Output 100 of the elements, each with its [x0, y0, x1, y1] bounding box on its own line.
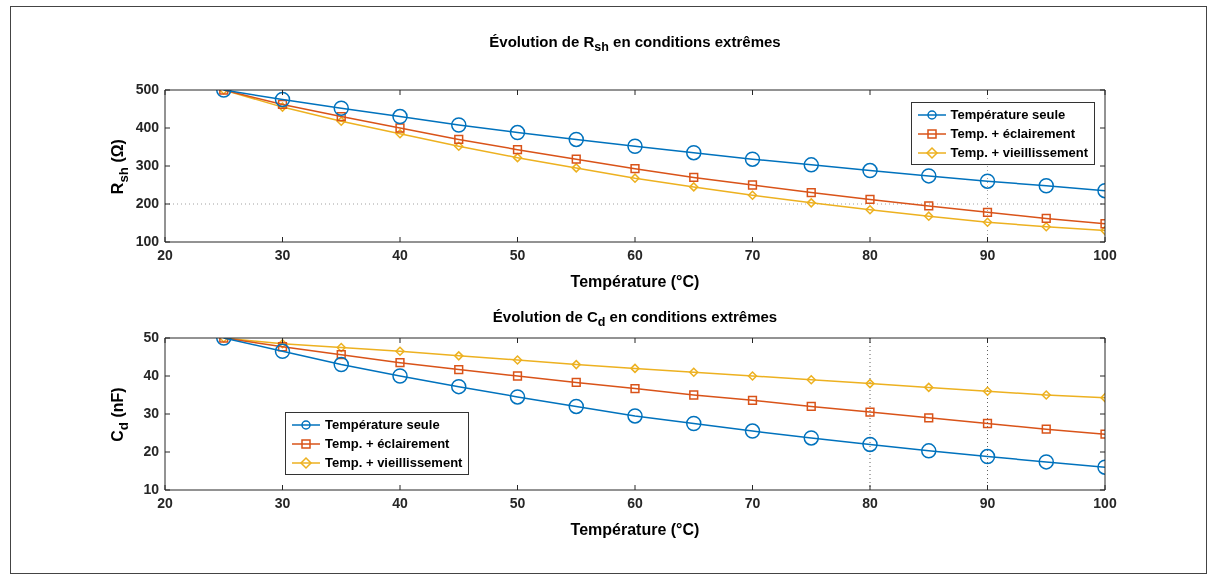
point [924, 201, 934, 211]
y-tick-label: 100 [135, 232, 160, 249]
point [803, 430, 819, 446]
point [689, 390, 699, 400]
point [627, 408, 643, 424]
point [336, 350, 346, 360]
point [509, 124, 526, 141]
point [509, 389, 526, 405]
point [924, 211, 934, 221]
x-tick-label: 50 [509, 247, 526, 264]
point [803, 157, 819, 173]
point [921, 443, 937, 459]
point [744, 423, 761, 439]
point [862, 162, 878, 179]
point [1041, 424, 1051, 434]
point [982, 217, 993, 227]
legend-label: Température seule [950, 107, 1066, 122]
point [686, 144, 702, 161]
point [689, 367, 699, 377]
x-tick-label: 80 [862, 495, 878, 512]
point [1038, 454, 1054, 470]
point [689, 172, 699, 183]
point [451, 378, 467, 395]
point [274, 91, 291, 108]
legend-label: Temp. + vieillissement [325, 455, 463, 470]
point [395, 128, 405, 139]
point [1041, 213, 1051, 224]
legend-label: Temp. + éclairement [950, 126, 1075, 141]
point [806, 187, 816, 198]
x-tick-label: 60 [627, 495, 643, 512]
x-axis-title: Température (°C) [569, 521, 701, 539]
point [689, 182, 699, 192]
x-tick-label: 50 [509, 495, 526, 512]
point [454, 351, 464, 361]
point [392, 368, 408, 384]
point [571, 359, 581, 370]
point [454, 141, 464, 151]
legend-label: Temp. + éclairement [325, 436, 450, 451]
point [865, 194, 875, 205]
legend-label: Température seule [325, 417, 440, 432]
x-tick-label: 30 [274, 495, 291, 512]
point [747, 190, 758, 201]
point [982, 207, 993, 217]
point [806, 375, 816, 385]
y-tick-label: 40 [143, 366, 160, 383]
point [395, 358, 405, 368]
x-tick-label: 100 [1093, 247, 1117, 264]
y-tick-label: 300 [135, 156, 160, 173]
x-tick-label: 100 [1093, 495, 1117, 512]
point [630, 173, 640, 183]
y-tick-label: 10 [143, 480, 160, 497]
point [747, 395, 758, 405]
y-tick-label: 50 [143, 328, 160, 345]
point [982, 386, 993, 396]
point [865, 378, 875, 389]
x-tick-label: 60 [627, 247, 643, 264]
point [512, 145, 523, 155]
point [568, 398, 584, 415]
point [630, 164, 640, 174]
point [1038, 178, 1054, 194]
point [451, 117, 467, 133]
point [1041, 222, 1051, 232]
x-tick-label: 40 [392, 247, 408, 264]
x-tick-label: 70 [744, 247, 761, 264]
point [571, 163, 581, 173]
point [982, 418, 993, 429]
point [395, 346, 405, 357]
point [333, 356, 349, 373]
point [747, 180, 758, 190]
point [512, 152, 523, 163]
point [1041, 390, 1051, 400]
x-tick-label: 80 [862, 247, 878, 264]
point [979, 173, 996, 189]
y-tick-label: 200 [135, 194, 160, 211]
chart-title: Évolution de C$_{d}$ en conditions extrêmes [491, 308, 779, 329]
point [333, 100, 349, 116]
point [571, 154, 581, 164]
point [630, 383, 640, 394]
point [454, 134, 464, 145]
point [686, 415, 702, 432]
point [806, 198, 816, 208]
point [744, 151, 761, 167]
point [512, 371, 523, 381]
point [395, 123, 405, 133]
y-tick-label: 20 [143, 442, 160, 459]
x-tick-label: 40 [392, 495, 408, 512]
point [630, 363, 640, 374]
legend-label: Temp. + vieillissement [950, 145, 1088, 160]
point [865, 204, 875, 215]
y-tick-label: 400 [135, 118, 160, 135]
point [747, 371, 758, 381]
point [865, 407, 875, 417]
y-tick-label: 30 [143, 404, 160, 421]
chart-title: Évolution de R$_{sh}$ en conditions extrêmes [488, 33, 782, 54]
point [392, 108, 408, 125]
point [571, 377, 581, 388]
point [924, 382, 934, 393]
point [806, 401, 816, 412]
x-tick-label: 30 [274, 247, 291, 264]
point [454, 364, 464, 375]
